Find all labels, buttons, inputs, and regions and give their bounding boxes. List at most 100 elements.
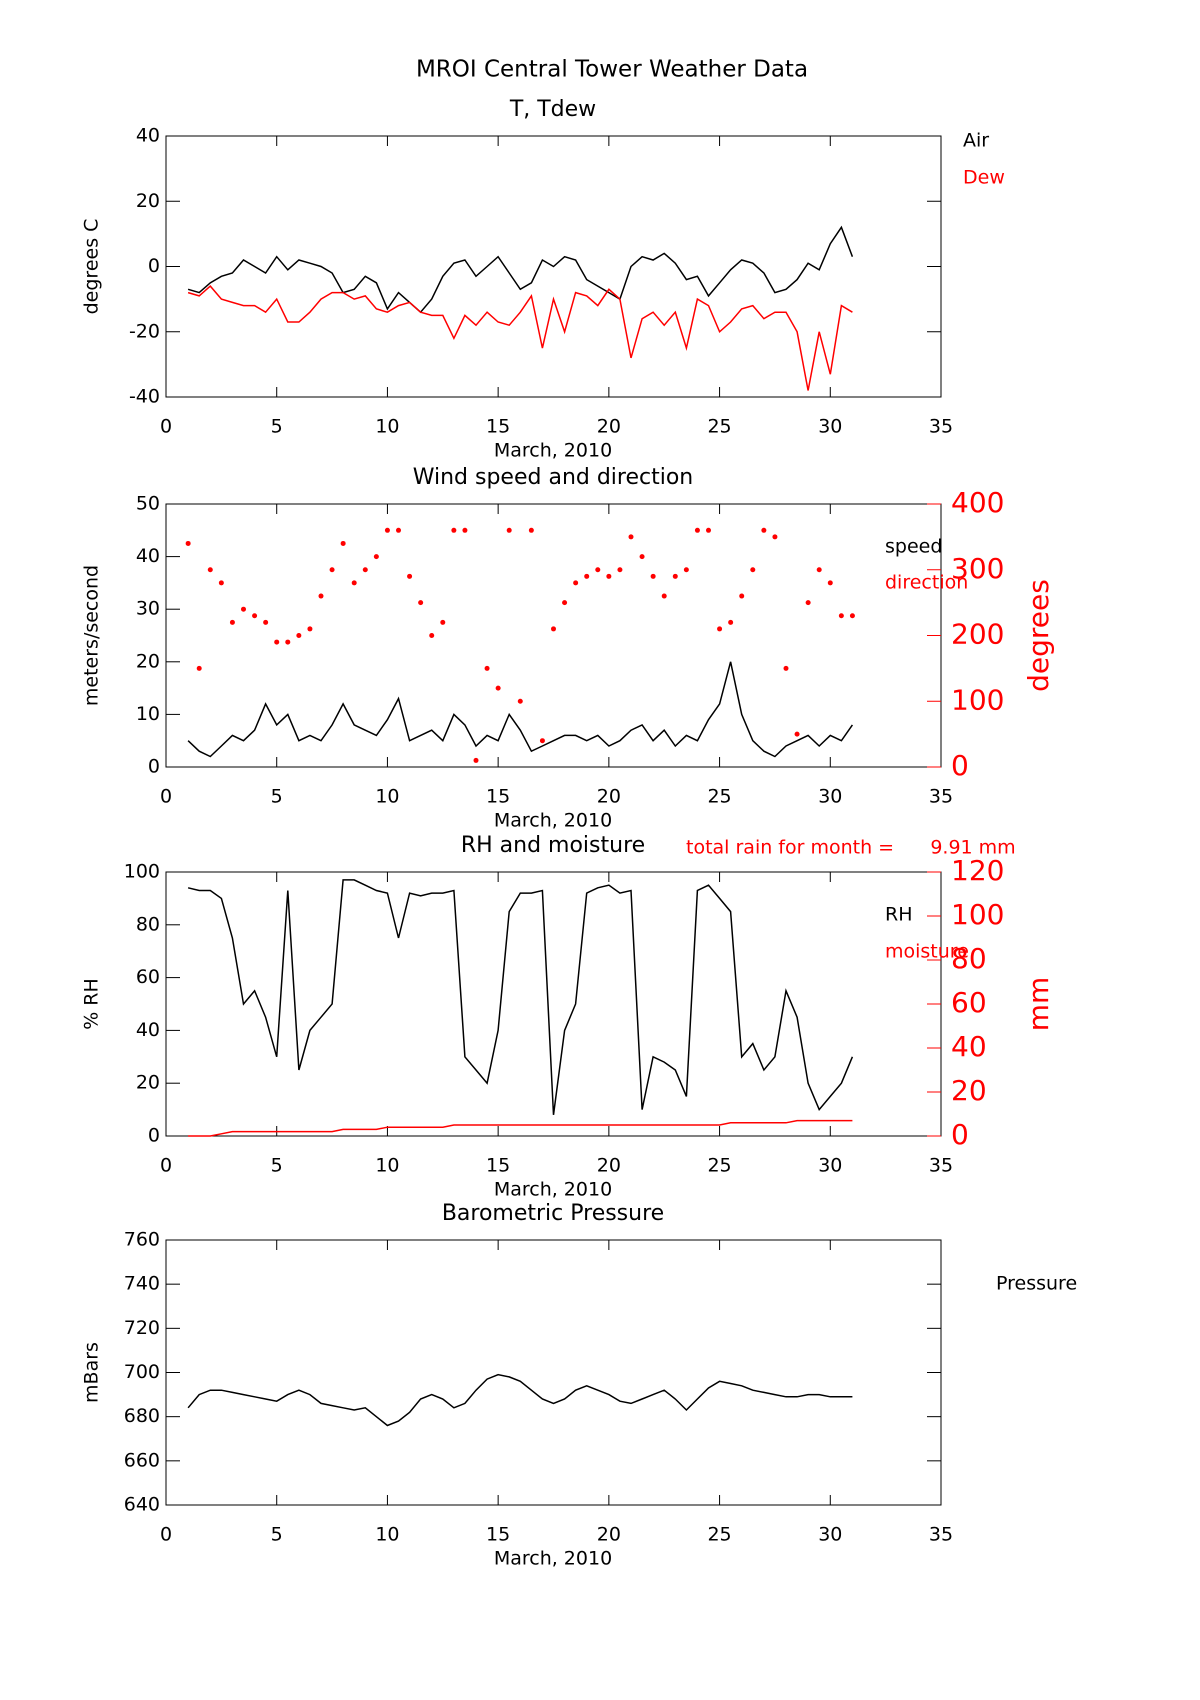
data-point [196, 665, 202, 671]
data-point [484, 665, 490, 671]
y-tick-label: 720 [124, 1317, 160, 1339]
y2-tick-label: 40 [951, 1030, 987, 1063]
x-tick-label: 0 [160, 1524, 172, 1546]
y-tick-label: 40 [136, 545, 160, 567]
y-axis-label: meters/second [81, 565, 103, 706]
x-axis-label: March, 2010 [494, 1548, 612, 1570]
data-point [340, 540, 346, 546]
data-point [750, 567, 756, 573]
x-axis-label: March, 2010 [494, 810, 612, 832]
data-line [187, 661, 854, 758]
data-point [218, 580, 224, 586]
legend-label: direction [885, 572, 968, 594]
data-point [672, 573, 678, 579]
legend-label: Pressure [996, 1273, 1077, 1295]
data-point [706, 527, 711, 533]
x-tick-label: 5 [271, 1524, 283, 1546]
x-tick-label: 35 [929, 1155, 953, 1177]
data-point [761, 527, 767, 533]
data-point [728, 619, 734, 625]
x-tick-label: 15 [486, 416, 510, 438]
x-axis-label: March, 2010 [494, 1179, 612, 1201]
x-axis-label: March, 2010 [494, 440, 612, 462]
x-tick-label: 30 [818, 1155, 842, 1177]
x-tick-label: 5 [271, 416, 283, 438]
data-point [849, 613, 855, 619]
y-tick-label: 680 [124, 1405, 160, 1427]
data-point [794, 731, 800, 737]
legend-label: Dew [963, 167, 1005, 189]
y-tick-label: 20 [136, 190, 160, 212]
y-tick-label: -20 [129, 320, 160, 342]
y-tick-label: 740 [124, 1273, 160, 1295]
data-point [683, 567, 689, 573]
y-tick-label: 0 [148, 1125, 160, 1147]
data-point [429, 633, 435, 638]
y-tick-label: 40 [136, 125, 160, 147]
x-tick-label: 30 [818, 786, 842, 808]
x-tick-label: 25 [707, 786, 731, 808]
data-point [617, 567, 623, 573]
y-tick-label: 50 [136, 493, 160, 515]
data-point [506, 527, 512, 533]
y-tick-label: 0 [148, 255, 160, 277]
data-point [772, 534, 778, 540]
legend-label: speed [885, 536, 942, 558]
data-point [329, 567, 335, 573]
x-tick-label: 10 [375, 1155, 399, 1177]
y-tick-label: 700 [124, 1361, 160, 1383]
data-point [827, 580, 833, 586]
panel-title: T, Tdew [509, 97, 596, 122]
y-tick-label: 60 [136, 966, 160, 988]
data-point [418, 600, 424, 606]
data-point [539, 738, 545, 744]
data-point [451, 527, 457, 533]
x-tick-label: 35 [929, 416, 953, 438]
y2-axis-label: mm [1022, 977, 1055, 1032]
x-tick-label: 5 [271, 1155, 283, 1177]
y-tick-label: 20 [136, 1072, 160, 1094]
data-line [187, 225, 854, 314]
data-point [661, 593, 667, 599]
x-tick-label: 20 [597, 416, 621, 438]
y-tick-label: -40 [129, 386, 160, 408]
x-tick-label: 25 [707, 1155, 731, 1177]
data-point [185, 540, 191, 546]
y-tick-label: 20 [136, 650, 160, 672]
x-tick-label: 25 [707, 416, 731, 438]
y2-tick-label: 100 [951, 683, 1004, 716]
data-point [717, 626, 723, 632]
data-point [495, 685, 501, 691]
x-tick-label: 0 [160, 416, 172, 438]
panel-title: RH and moisture [461, 833, 645, 858]
data-point [351, 580, 357, 586]
data-line [187, 1373, 853, 1427]
data-point [473, 757, 479, 763]
data-point [838, 613, 844, 619]
x-tick-label: 10 [375, 786, 399, 808]
x-tick-label: 15 [486, 786, 510, 808]
data-point [407, 573, 413, 579]
data-point [694, 527, 700, 533]
x-tick-label: 15 [486, 1524, 510, 1546]
data-point [595, 567, 601, 573]
y2-tick-label: 0 [951, 749, 969, 782]
data-point [573, 580, 579, 586]
y2-tick-label: 120 [951, 854, 1004, 887]
data-point [307, 626, 313, 632]
data-point [562, 600, 568, 606]
data-point [639, 554, 645, 560]
y2-tick-label: 400 [951, 486, 1004, 519]
data-point [628, 534, 634, 540]
data-point [606, 573, 612, 579]
y-tick-label: 640 [124, 1494, 160, 1516]
data-point [396, 527, 401, 533]
data-point [373, 554, 379, 560]
data-line [187, 879, 854, 1115]
y-tick-label: 10 [136, 703, 160, 725]
x-tick-label: 30 [818, 1524, 842, 1546]
data-line [188, 1119, 853, 1137]
y-tick-label: 80 [136, 913, 160, 935]
